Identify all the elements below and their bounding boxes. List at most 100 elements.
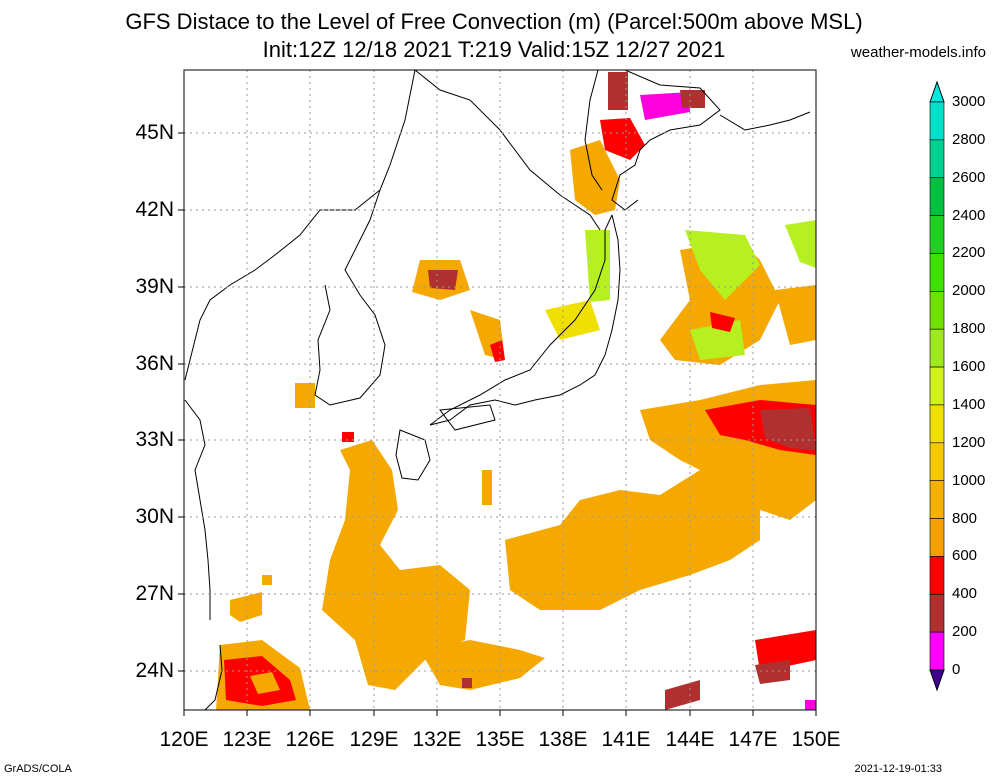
field-patch-se-red [755,630,816,672]
colorbar-segment [929,442,945,481]
lat-label: 33N [135,428,174,451]
colorbar-segment [929,291,945,330]
colorbar-label: 1600 [952,358,986,376]
lat-label: 45N [135,121,174,144]
colorbar-label: 200 [952,623,978,641]
field-patch-hokkaido-brown-2 [680,90,705,108]
colorbar-label: 2600 [952,168,986,186]
colorbar-label: 1400 [952,395,986,413]
field-patch-honshu-green [585,230,610,302]
colorbar-segment [929,101,945,141]
field-patch-ryukyu [322,440,470,690]
colorbar-label: 1200 [952,433,986,451]
field-patch-npac-orange [775,285,816,345]
lon-label: 135E [475,728,525,751]
coastline-taiwan [204,644,223,710]
field-patch-small [230,592,262,622]
coastline-hokkaido [611,70,721,211]
field-patch-hokkaido-red [600,118,645,160]
field-patch-korea-magenta [428,270,458,290]
field-patch-small [295,383,315,408]
field-patch-small [805,700,816,710]
coastline-shikoku [439,404,496,431]
field-patch-small [262,575,272,585]
colorbar-top-arrow [929,80,945,103]
colorbar-label: 600 [952,547,978,565]
field-patch-ryukyu-2 [420,640,545,690]
field-layer [216,72,816,710]
colorbar-segment [929,404,945,444]
colorbar-segment [929,518,945,557]
colorbar-segment [929,328,945,368]
field-patch-npac-red [710,312,735,332]
chart-title: GFS Distace to the Level of Free Convect… [125,9,863,34]
colorbar-segment [929,556,945,595]
colorbar-label: 2200 [952,244,986,262]
colorbar-label: 3000 [952,93,986,110]
lon-label: 141E [601,728,651,751]
coastline-kurils [719,111,811,131]
coastline-honshu [429,214,621,426]
lat-label: 24N [135,659,174,682]
lon-label: 120E [159,728,209,751]
lat-label: 27N [135,582,174,605]
colorbar-segment [929,215,945,254]
colorbar-label: 2000 [952,282,986,300]
site-credit: weather-models.info [850,44,986,61]
colorbar-segment [929,366,945,406]
lat-label: 42N [135,198,174,221]
colorbar-label: 800 [952,509,978,527]
field-patch-pacific [505,470,760,610]
coastline-honshu-west [429,214,613,426]
lat-label: 36N [135,352,174,375]
colorbar-label: 2800 [952,130,986,148]
lat-label: 30N [135,505,174,528]
field-patch-hokkaido-magenta [640,92,690,120]
lon-label: 132E [412,728,462,751]
colorbar-bottom-arrow [929,669,945,692]
colorbar-segment [929,593,945,633]
field-patch-red [462,678,472,688]
field-patch-se-brown [755,660,790,684]
footer-timestamp: 2021-12-19-01:33 [854,763,942,775]
colorbar-label: 1000 [952,471,986,489]
field-patch-npac-green-2 [690,320,745,360]
field-patch-npac-green-3 [785,220,816,268]
coastline-asia [184,70,416,381]
colorbar-segment [929,631,945,671]
footer-software: GrADS/COLA [4,763,72,775]
lon-label: 123E [222,728,272,751]
chart-subtitle: Init:12Z 12/18 2021 T:219 Valid:15Z 12/2… [262,37,726,62]
colorbar-segment [929,253,945,292]
lon-label: 129E [349,728,399,751]
coastline-china [184,399,211,620]
colorbar-segment [929,480,945,519]
axis-ticks [178,132,817,716]
coastline-layer [184,70,811,710]
lon-label: 147E [728,728,778,751]
field-patch-small [482,470,492,505]
colorbar-segment [929,139,945,179]
field-patch-npac-green [685,230,760,300]
colorbar-segment [929,177,945,216]
colorbar-label: 0 [952,661,961,678]
colorbar-label: 1800 [952,320,986,338]
lon-label: 138E [538,728,588,751]
coastline-russia [414,70,601,231]
field-patch-hokkaido-brown [608,72,628,110]
colorbar-label: 400 [952,585,978,603]
field-patch-se-brown-2 [665,680,700,710]
graticule [184,70,816,710]
lat-label: 39N [135,275,174,298]
coastline-korea [314,189,386,406]
colorbar [929,80,945,692]
lon-label: 144E [665,728,715,751]
field-patch-sea-red [490,340,505,362]
coastline-sakhalin [584,70,603,191]
lon-label: 126E [285,728,335,751]
field-patch-honshu [545,300,600,340]
field-patch-hokkaido [570,140,620,215]
lon-label: 150E [791,728,841,751]
field-patch-taiwan-orange [250,672,280,694]
